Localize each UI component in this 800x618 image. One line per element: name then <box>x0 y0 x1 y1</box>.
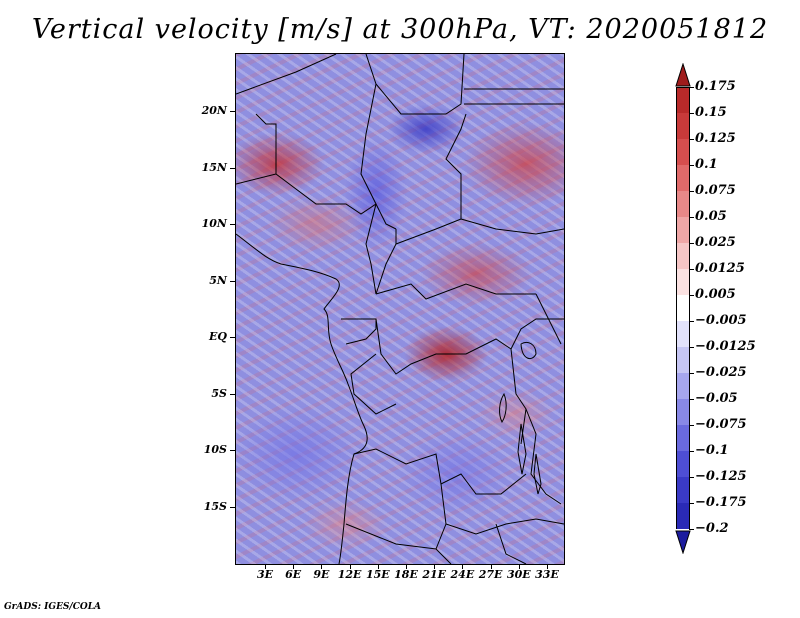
colorbar-swatch <box>676 295 690 321</box>
latitude-label: 10S <box>203 443 227 457</box>
colorbar-tick <box>689 191 694 192</box>
longitude-label: 30E <box>506 568 531 581</box>
map-title: Vertical velocity [m/s] at 300hPa, VT: 2… <box>31 14 769 45</box>
colorbar-swatch <box>676 477 690 503</box>
longitude-tick <box>349 564 351 569</box>
colorbar-tick <box>689 373 694 374</box>
latitude-tick <box>230 111 235 112</box>
colorbar-swatch <box>676 399 690 425</box>
colorbar-tick <box>689 321 694 322</box>
colorbar-swatch <box>676 269 690 295</box>
longitude-tick <box>406 564 407 569</box>
colorbar-tick <box>689 113 694 114</box>
footer-credit: GrADS: IGES/COLA <box>4 602 102 612</box>
colorbar-swatch <box>676 373 690 399</box>
longitude-label: 27E <box>478 568 503 581</box>
colorbar-tick <box>689 295 694 296</box>
colorbar-label: 0.15 <box>695 105 727 120</box>
colorbar-tick <box>689 87 694 88</box>
country-borders <box>236 54 564 564</box>
colorbar-tick <box>689 503 694 504</box>
colorbar-top-arrow <box>675 63 691 87</box>
colorbar-swatch <box>676 243 690 269</box>
colorbar-label: −0.175 <box>695 495 747 510</box>
colorbar-swatch <box>676 425 690 451</box>
latitude-tick <box>230 337 235 339</box>
colorbar-label: 0.1 <box>695 157 718 172</box>
latitude-tick <box>230 280 235 282</box>
longitude-tick <box>293 564 295 569</box>
longitude-tick <box>490 564 492 569</box>
colorbar-label: −0.05 <box>695 391 738 406</box>
longitude-label: 6E <box>285 568 302 581</box>
colorbar-tick <box>689 477 694 478</box>
colorbar-swatch <box>676 217 690 243</box>
latitude-label: 20N <box>201 104 227 117</box>
colorbar-tick <box>689 269 694 270</box>
colorbar-swatch <box>676 451 690 477</box>
colorbar-tick <box>689 425 694 426</box>
longitude-label: 33E <box>535 568 559 581</box>
latitude-tick <box>230 450 235 452</box>
colorbar-tick <box>689 399 694 400</box>
colorbar-label: −0.075 <box>695 417 747 432</box>
latitude-label: EQ <box>209 330 227 344</box>
colorbar-label: 0.005 <box>695 287 736 302</box>
colorbar-label: −0.125 <box>695 469 747 484</box>
colorbar-tick <box>689 347 694 348</box>
colorbar-label: −0.1 <box>695 443 729 458</box>
latitude-label: 5N <box>209 273 227 287</box>
latitude-label: 15S <box>203 500 227 513</box>
longitude-label: 24E <box>450 568 475 581</box>
longitude-label: 18E <box>394 568 418 581</box>
colorbar-tick <box>689 451 694 452</box>
colorbar-label: −0.2 <box>695 521 729 536</box>
longitude-label: 3E <box>256 568 274 581</box>
colorbar-label: 0.175 <box>695 79 736 94</box>
colorbar-swatch <box>676 347 690 373</box>
colorbar-label: 0.025 <box>695 235 736 250</box>
latitude-tick <box>230 167 235 169</box>
longitude-label: 9E <box>313 568 330 581</box>
colorbar-tick <box>689 529 694 530</box>
colorbar-tick <box>689 165 694 166</box>
colorbar-tick <box>689 139 694 140</box>
latitude-tick <box>230 507 235 508</box>
longitude-tick <box>434 564 436 569</box>
colorbar-label: −0.0125 <box>695 339 756 354</box>
latitude-label: 5S <box>211 386 227 400</box>
colorbar-swatch <box>676 139 690 165</box>
longitude-tick <box>321 564 323 569</box>
longitude-tick <box>265 564 266 569</box>
latitude-label: 15N <box>201 160 227 174</box>
colorbar-swatch <box>676 503 690 529</box>
colorbar-label: 0.075 <box>695 183 736 198</box>
colorbar-swatch <box>676 87 690 113</box>
longitude-label: 21E <box>422 568 447 581</box>
colorbar-swatch <box>676 113 690 139</box>
latitude-tick <box>230 393 235 395</box>
colorbar-label: 0.0125 <box>695 261 745 276</box>
colorbar-tick <box>689 217 694 218</box>
latitude-tick <box>230 224 235 226</box>
longitude-tick <box>377 564 379 569</box>
colorbar-tick <box>689 243 694 244</box>
colorbar-swatch <box>676 321 690 347</box>
colorbar-swatch <box>676 165 690 191</box>
colorbar-swatch <box>676 191 690 217</box>
longitude-tick <box>462 564 464 569</box>
longitude-tick <box>547 564 548 569</box>
longitude-label: 15E <box>365 568 390 581</box>
longitude-tick <box>518 564 520 569</box>
colorbar-bottom-arrow <box>675 530 691 554</box>
colorbar-label: −0.005 <box>695 313 747 328</box>
longitude-label: 12E <box>337 568 362 581</box>
colorbar-label: 0.125 <box>695 131 736 146</box>
colorbar-label: −0.025 <box>695 365 747 380</box>
velocity-map <box>235 53 565 565</box>
colorbar-label: 0.05 <box>695 209 727 224</box>
latitude-label: 10N <box>201 217 227 231</box>
